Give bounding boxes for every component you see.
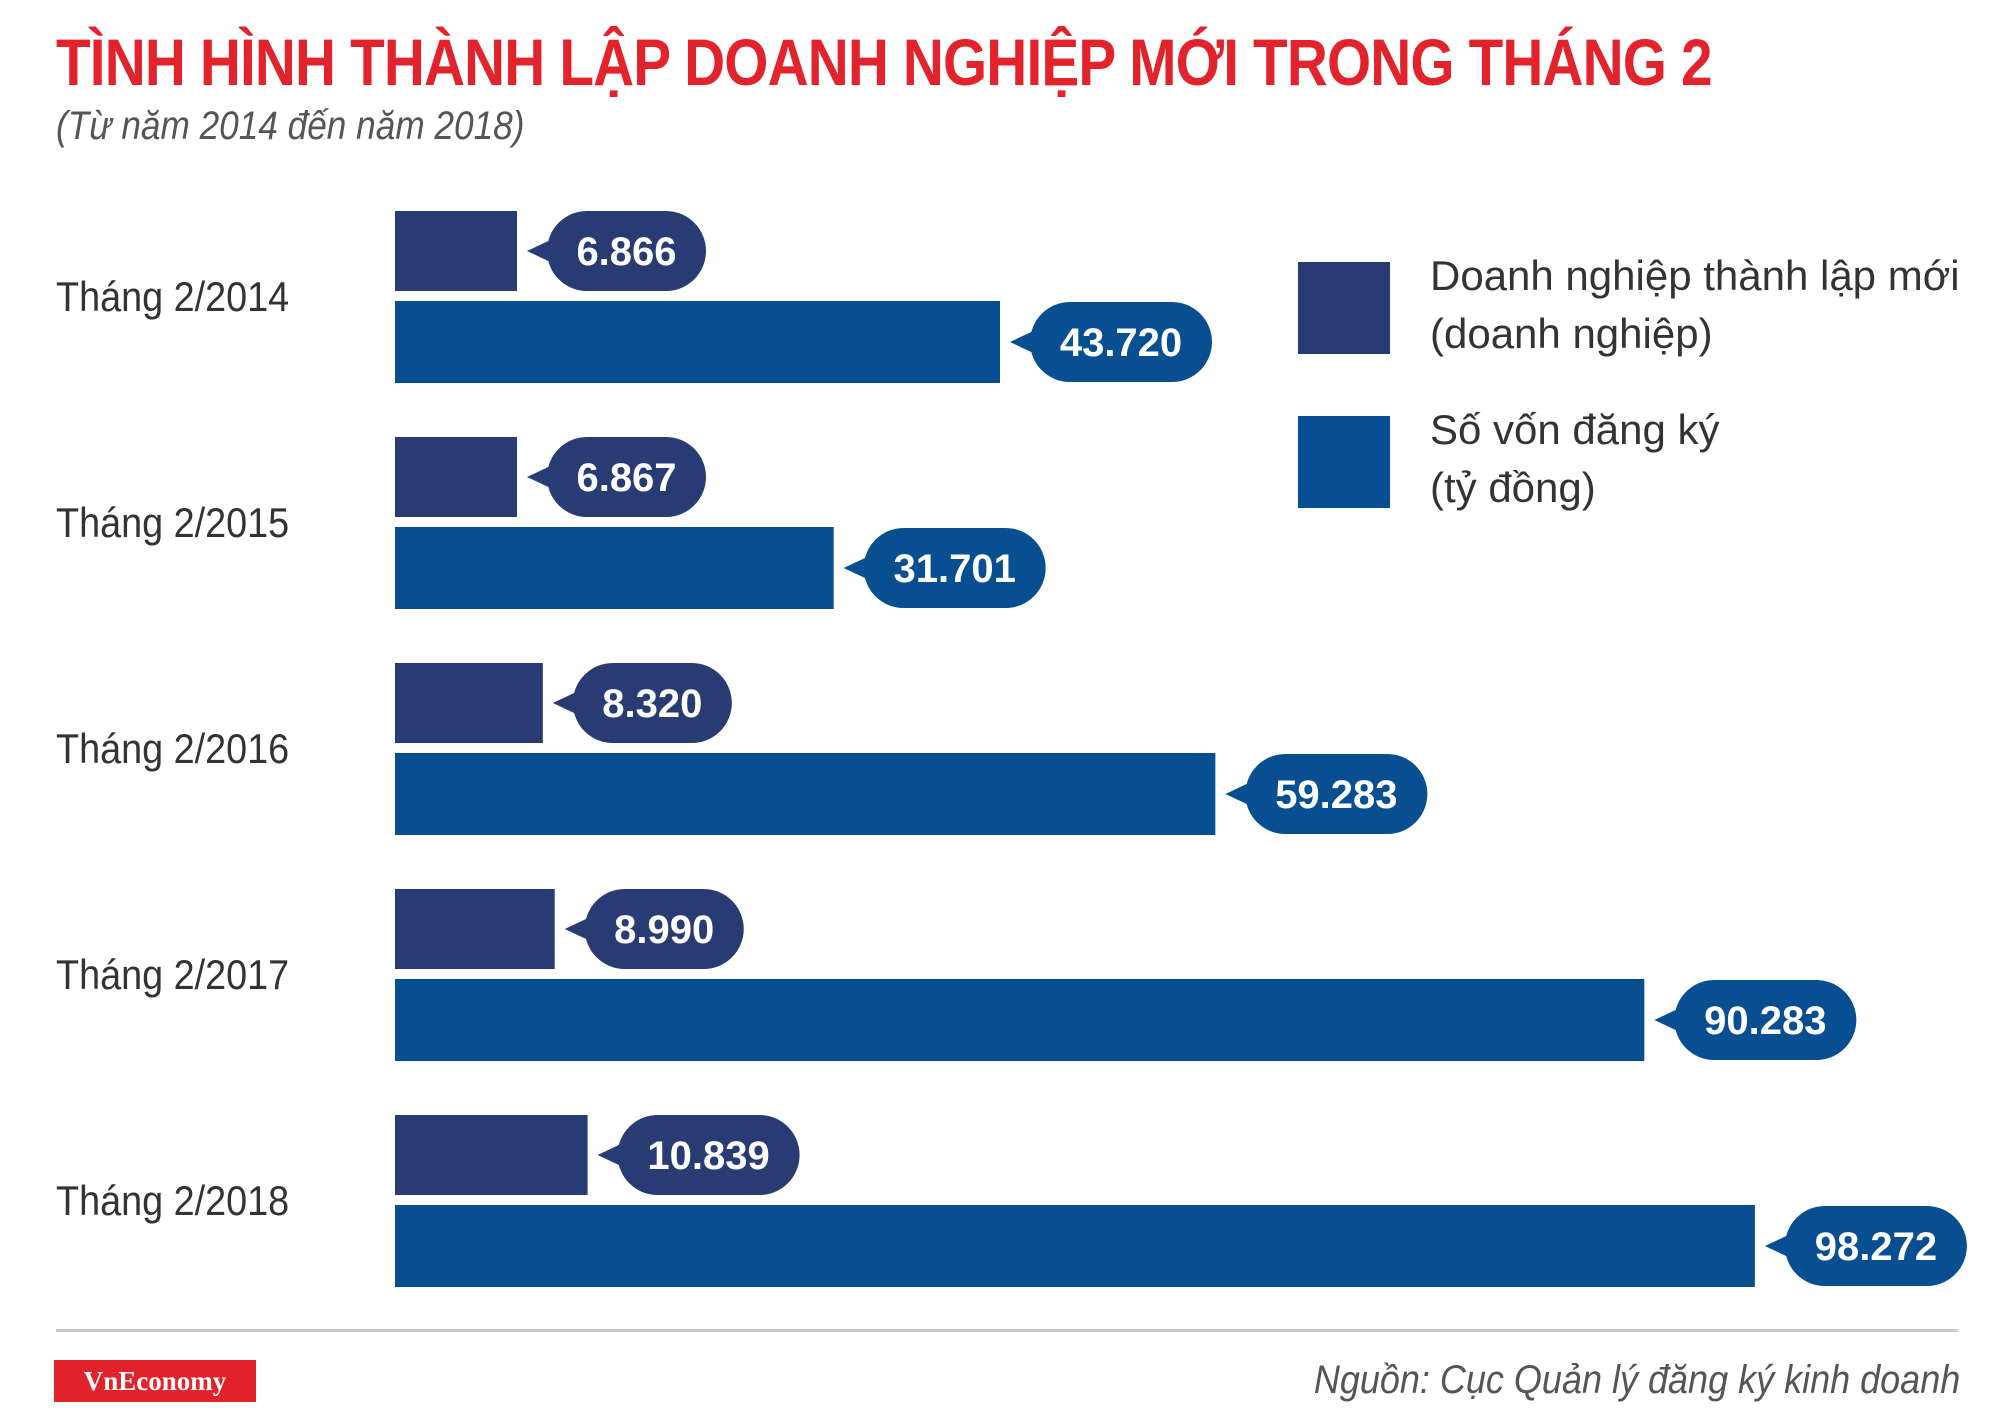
category-label-22018: Tháng 2/2018 <box>56 1178 289 1224</box>
callout-capital-22014-bubble <box>1030 302 1212 382</box>
bar-capital-22017 <box>395 979 1645 1061</box>
callout-enterprises-22014-value-label: 6.866 <box>576 230 676 274</box>
callout-capital-22016-value-label: 59.283 <box>1275 773 1397 817</box>
callout-enterprises-22016-value-label: 8.320 <box>602 682 702 726</box>
callout-capital-22018-value-label: 98.272 <box>1815 1225 1937 1269</box>
callout-capital-22018-bubble <box>1784 1206 1967 1286</box>
legend-label-2-line-1: Số vốn đăng ký <box>1430 406 1720 453</box>
legend-label-2-line-2: (tỷ đồng) <box>1430 464 1596 511</box>
callout-enterprises-22017-value-label: 8.990 <box>614 908 714 952</box>
category-label-22016: Tháng 2/2016 <box>56 726 289 772</box>
bar-enterprises-22016 <box>395 663 543 743</box>
callout-enterprises-22017-bubble <box>584 889 744 969</box>
callout-capital-22014-value-label: 43.720 <box>1060 321 1182 365</box>
bar-enterprises-22014 <box>395 211 517 291</box>
callout-capital-22017-bubble <box>1674 980 1857 1060</box>
category-label-22015: Tháng 2/2015 <box>56 500 289 546</box>
callout-enterprises-22018-bubble <box>617 1115 800 1195</box>
bar-enterprises-22017 <box>395 889 555 969</box>
bar-enterprises-22015 <box>395 437 518 517</box>
footer-divider <box>56 1329 1958 1332</box>
legend-label-1-line-1: Doanh nghiệp thành lập mới <box>1430 252 1960 299</box>
callout-enterprises-22018-value-label: 10.839 <box>647 1134 769 1178</box>
legend-swatch-1 <box>1298 262 1390 354</box>
callout-enterprises-22015-value-label: 6.867 <box>576 456 676 500</box>
legend-label-1-line-2: (doanh nghiệp) <box>1430 310 1713 357</box>
bar-capital-22018 <box>395 1205 1755 1287</box>
bar-enterprises-22018 <box>395 1115 588 1195</box>
chart-subtitle: (Từ năm 2014 đến năm 2018) <box>56 104 525 148</box>
callout-capital-22017-value-label: 90.283 <box>1704 999 1826 1043</box>
category-label-22017: Tháng 2/2017 <box>56 952 289 998</box>
bar-capital-22016 <box>395 753 1216 835</box>
callout-capital-22015-value-label: 31.701 <box>894 547 1016 591</box>
source-note: Nguồn: Cục Quản lý đăng ký kinh doanh <box>1313 1358 1960 1402</box>
callout-capital-22016-bubble <box>1245 754 1428 834</box>
bar-capital-22014 <box>395 301 1000 383</box>
bar-chart: 6.866 43.720 Tháng 2/2014 6.867 31.701 Tháng … <box>56 211 1967 1287</box>
chart-title: TÌNH HÌNH THÀNH LẬP DOANH NGHIỆP MỚI TRO… <box>56 25 1713 99</box>
callout-enterprises-22015-bubble <box>547 437 707 517</box>
bar-capital-22015 <box>395 527 834 609</box>
callout-enterprises-22016-bubble <box>572 663 732 743</box>
vneconomy-logo: VnEconomy <box>54 1360 256 1402</box>
callout-capital-22015-bubble <box>863 528 1046 608</box>
legend-swatch-2 <box>1298 416 1390 508</box>
category-label-22014: Tháng 2/2014 <box>56 274 289 320</box>
callout-enterprises-22014-bubble <box>547 211 706 291</box>
